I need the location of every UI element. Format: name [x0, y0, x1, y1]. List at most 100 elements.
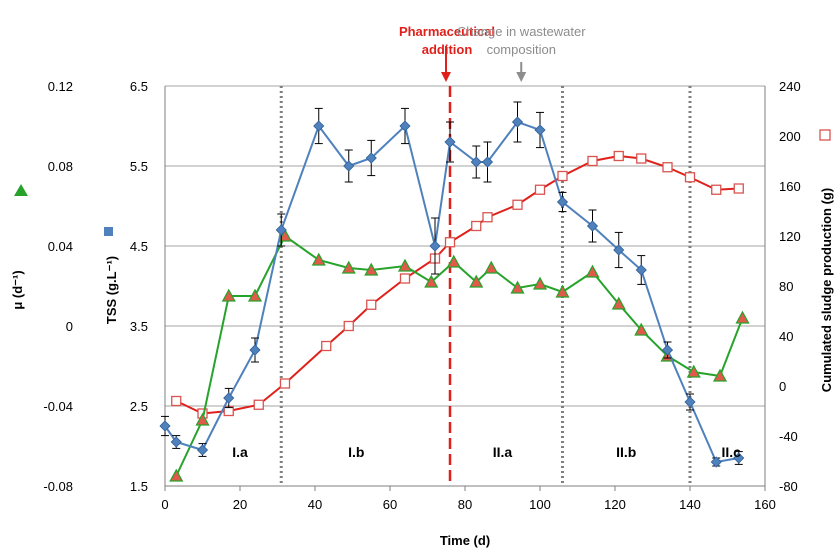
tss-point [399, 120, 411, 132]
tss-point [170, 436, 182, 448]
x-tick-label: 0 [161, 497, 168, 512]
sludge-point [399, 273, 411, 284]
sludge-axis-ticks: -80 -40 0 40 80 120 160 200 240 [779, 79, 801, 494]
tss-tick-label: 3.5 [130, 319, 148, 334]
mu-tick-label: 0.04 [48, 239, 73, 254]
annotation-line1: Pharmaceutical [399, 24, 495, 39]
annotation-line2: addition [422, 42, 473, 57]
tss-point [470, 156, 482, 168]
mu-point [397, 258, 413, 272]
tss-tick-label: 2.5 [130, 399, 148, 414]
mu-point [469, 274, 484, 288]
mu-point [446, 254, 461, 268]
sludge-point [557, 170, 568, 182]
annotation-arrow-head [516, 72, 527, 82]
axes [164, 86, 766, 487]
tss-point [313, 120, 325, 132]
sludge-point [636, 153, 647, 164]
tss-tick-label: 6.5 [130, 79, 148, 94]
sludge-tick-label: -80 [779, 479, 798, 494]
tss-point [511, 116, 524, 128]
tss-point [249, 344, 261, 356]
tss-point [223, 392, 235, 404]
mu-point [532, 276, 548, 290]
mu-point [555, 284, 570, 298]
tss-point [159, 420, 171, 432]
phase-labels: I.a I.b II.a II.b II.c [232, 444, 741, 460]
mu-tick-label: -0.04 [43, 399, 73, 414]
mu-point [686, 364, 701, 378]
sludge-tick-label: 40 [779, 329, 793, 344]
tss-line [164, 120, 739, 464]
mu-point [510, 280, 525, 294]
sludge-point [321, 340, 332, 352]
sludge-tick-label: 240 [779, 79, 801, 94]
mu-point [484, 260, 499, 274]
mu-point [311, 252, 326, 266]
phase-boundaries [279, 86, 692, 486]
tss-point [534, 124, 546, 136]
x-tick-label: 80 [458, 497, 472, 512]
mu-point [364, 262, 379, 276]
tss-point [613, 244, 625, 256]
sludge-point [684, 172, 696, 183]
tss-point [444, 136, 456, 148]
mu-point [247, 288, 263, 302]
sludge-tick-label: 0 [779, 379, 786, 394]
x-axis-title: Time (d) [440, 533, 490, 548]
mu-point [169, 468, 184, 482]
mu-tick-label: -0.08 [43, 479, 73, 494]
mu-point [611, 296, 626, 310]
sludge-point [482, 212, 493, 223]
x-tick-label: 20 [233, 497, 247, 512]
series [159, 101, 750, 482]
tss-tick-label: 4.5 [130, 239, 148, 254]
sludge-legend-marker [819, 129, 831, 141]
tss-tick-label: 5.5 [130, 159, 148, 174]
phase-label: I.a [232, 444, 248, 460]
tss-point [429, 240, 441, 252]
sludge-point [587, 155, 598, 167]
mu-point [634, 322, 649, 336]
sludge-point [279, 378, 291, 389]
x-tick-label: 140 [679, 497, 701, 512]
tss-point [556, 196, 569, 208]
sludge-tick-label: 80 [779, 279, 793, 294]
mu-line [175, 234, 744, 477]
mu-tick-label: 0.08 [48, 159, 73, 174]
annotation-line1: Change in wastewater [457, 24, 586, 39]
mu-tick-label: 0 [66, 319, 73, 334]
sludge-point [444, 237, 456, 248]
sludge-point [733, 183, 744, 194]
sludge-tick-label: 120 [779, 229, 801, 244]
mu-tick-label: 0.12 [48, 79, 73, 94]
tss-point [275, 224, 287, 236]
tss-axis-ticks: 1.5 2.5 3.5 4.5 5.5 6.5 [130, 79, 148, 494]
tss-point [661, 344, 674, 356]
sludge-point [366, 299, 377, 310]
tss-point [733, 452, 745, 464]
sludge-tick-label: -40 [779, 429, 798, 444]
tss-axis-title: TSS (g.L⁻¹) [104, 256, 119, 324]
mu-point [712, 368, 728, 382]
tss-point [586, 220, 599, 232]
sludge-point [662, 162, 673, 173]
mu-point [277, 228, 293, 242]
sludge-point [171, 395, 182, 407]
x-axis-ticks: 0 20 40 60 80 100 120 140 160 [161, 486, 776, 512]
sludge-point [471, 220, 482, 232]
x-tick-label: 120 [604, 497, 626, 512]
phase-label: I.b [348, 444, 364, 460]
annotations: Pharmaceutical addition Change in wastewat… [399, 24, 586, 82]
phase-label: II.c [722, 444, 742, 460]
phase-label: II.b [616, 444, 636, 460]
tss-point [365, 152, 377, 164]
mu-point [195, 412, 210, 426]
annotation-arrow-head [441, 72, 451, 82]
sludge-tick-label: 160 [779, 179, 801, 194]
sludge-point [711, 184, 722, 195]
x-tick-label: 100 [529, 497, 551, 512]
mu-axis-ticks: -0.08 -0.04 0 0.04 0.08 0.12 [43, 79, 73, 494]
mu-point [424, 274, 439, 288]
